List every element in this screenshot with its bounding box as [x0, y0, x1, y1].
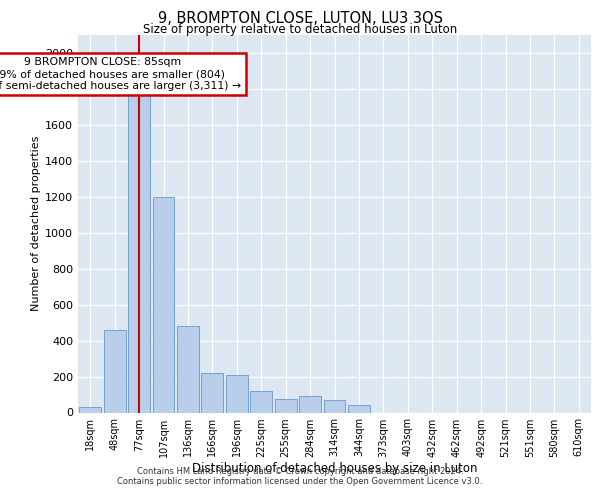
Text: Size of property relative to detached houses in Luton: Size of property relative to detached ho… [143, 22, 457, 36]
Bar [79, 407, 101, 412]
Bar [152, 197, 175, 412]
Bar [104, 330, 125, 412]
Bar [128, 62, 150, 412]
Text: 9, BROMPTON CLOSE, LUTON, LU3 3QS: 9, BROMPTON CLOSE, LUTON, LU3 3QS [157, 11, 443, 26]
Bar [323, 400, 346, 412]
Bar [202, 373, 223, 412]
Y-axis label: Number of detached properties: Number of detached properties [31, 136, 41, 312]
Bar [226, 375, 248, 412]
Bar [348, 406, 370, 412]
X-axis label: Distribution of detached houses by size in Luton: Distribution of detached houses by size … [192, 462, 477, 475]
Text: 9 BROMPTON CLOSE: 85sqm
← 19% of detached houses are smaller (804)
79% of semi-d: 9 BROMPTON CLOSE: 85sqm ← 19% of detache… [0, 58, 241, 90]
Bar [250, 391, 272, 412]
Bar [275, 399, 296, 412]
Bar [299, 396, 321, 412]
Text: Contains HM Land Registry data © Crown copyright and database right 2024.: Contains HM Land Registry data © Crown c… [137, 467, 463, 476]
Text: Contains public sector information licensed under the Open Government Licence v3: Contains public sector information licen… [118, 477, 482, 486]
Bar [177, 326, 199, 412]
